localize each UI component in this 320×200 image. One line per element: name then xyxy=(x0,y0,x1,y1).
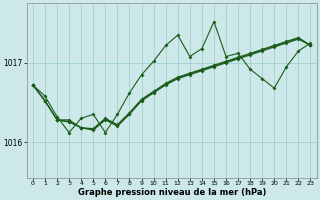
X-axis label: Graphe pression niveau de la mer (hPa): Graphe pression niveau de la mer (hPa) xyxy=(77,188,266,197)
